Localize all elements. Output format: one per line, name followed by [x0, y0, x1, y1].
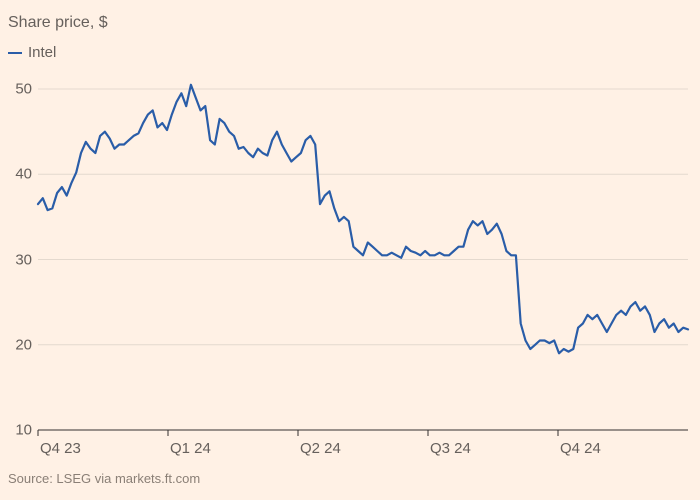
x-tick-label: Q4 24 — [560, 440, 601, 457]
chart-container: Share price, $ Intel Source: LSEG via ma… — [0, 0, 700, 500]
source-text: Source: LSEG via markets.ft.com — [8, 471, 200, 486]
y-tick-label: 30 — [2, 251, 32, 268]
chart-plot — [0, 0, 700, 500]
y-tick-label: 40 — [2, 166, 32, 183]
series-line-intel — [38, 85, 688, 354]
x-tick-label: Q2 24 — [300, 440, 341, 457]
x-tick-label: Q3 24 — [430, 440, 471, 457]
x-tick-label: Q4 23 — [40, 440, 81, 457]
y-tick-label: 50 — [2, 81, 32, 98]
y-tick-label: 20 — [2, 336, 32, 353]
y-tick-label: 10 — [2, 422, 32, 439]
x-tick-label: Q1 24 — [170, 440, 211, 457]
